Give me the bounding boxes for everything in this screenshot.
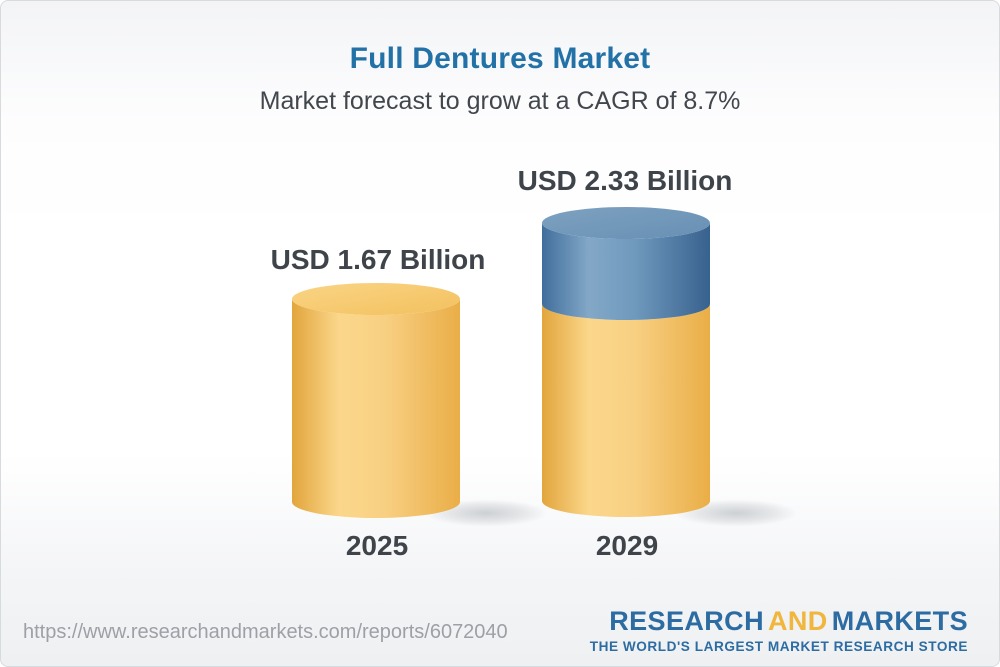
page-title: Full Dentures Market xyxy=(349,42,651,75)
logo-word-research: RESEARCH xyxy=(609,606,764,636)
logo-tagline: THE WORLD'S LARGEST MARKET RESEARCH STOR… xyxy=(589,639,968,654)
category-label-2029: 2029 xyxy=(595,530,659,561)
report-url: https://www.researchandmarkets.com/repor… xyxy=(23,621,508,643)
research-and-markets-logo: RESEARCH AND MARKETS THE WORLD'S LARGEST M… xyxy=(590,608,968,654)
logo-word-and: AND xyxy=(767,606,828,636)
cylinder-2025-graphic xyxy=(292,283,460,518)
cylinder-2029-graphic xyxy=(542,207,710,517)
category-label-2025: 2025 xyxy=(345,530,409,561)
page-subtitle: Market forecast to grow at a CAGR of 8.7… xyxy=(259,87,741,115)
bar-value-label-2025: USD 1.67 Billion xyxy=(270,244,486,275)
logo-wordmark: RESEARCH AND MARKETS xyxy=(590,608,968,635)
bar-value-label-2029: USD 2.33 Billion xyxy=(517,165,733,196)
logo-word-markets: MARKETS xyxy=(831,606,968,636)
